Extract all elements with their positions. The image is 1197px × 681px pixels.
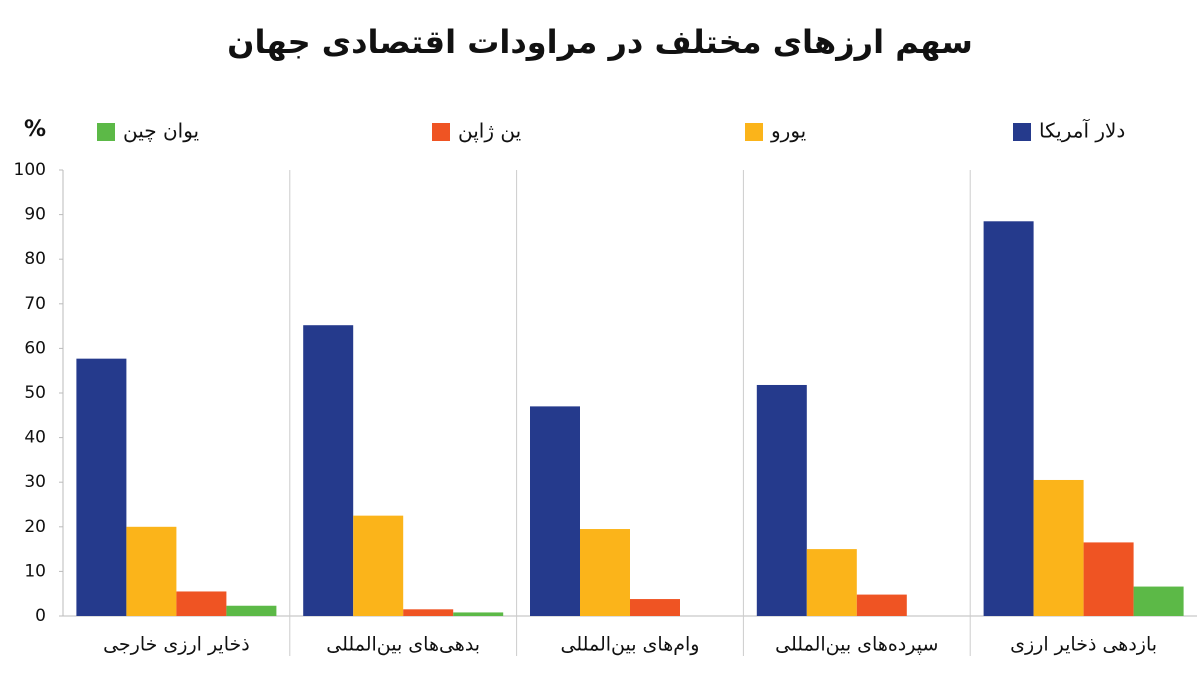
legend-label: یورو (770, 119, 806, 143)
y-tick-label: 60 (24, 338, 46, 358)
bar (806, 549, 857, 616)
bar (580, 529, 630, 616)
legend-label: ین ژاپن (458, 119, 521, 144)
bar (176, 591, 227, 616)
x-tick-label: ذخایر ارزی خارجی (103, 634, 250, 656)
legend-swatch (1013, 123, 1031, 141)
x-tick-label: بازدهی ذخایر ارزی (1010, 634, 1157, 656)
x-tick-label: وام‌های بین‌المللی (561, 634, 700, 656)
y-tick-label: 40 (24, 428, 46, 448)
bar (76, 358, 127, 616)
bar (226, 605, 277, 616)
bar (856, 594, 907, 616)
y-tick-label: 80 (24, 249, 46, 269)
bar (126, 526, 177, 616)
chart-title: سهم ارزهای مختلف در مراودات اقتصادی جهان (227, 23, 973, 61)
y-tick-label: 20 (24, 517, 46, 537)
legend-swatch (745, 123, 763, 141)
legend-label: یوان چین (123, 119, 199, 143)
bar (983, 221, 1034, 617)
y-tick-label: 100 (14, 160, 46, 180)
x-tick-label: سپرده‌های بین‌المللی (775, 634, 938, 656)
y-axis-label: % (24, 117, 46, 142)
bar (303, 325, 354, 616)
y-tick-label: 70 (24, 294, 46, 314)
y-tick-label: 10 (24, 561, 46, 581)
bar (1083, 542, 1134, 616)
bar (630, 599, 680, 616)
bar (403, 609, 454, 616)
legend-label: دلار آمریکا (1039, 118, 1125, 143)
bar (1033, 479, 1084, 616)
legend-swatch (97, 123, 115, 141)
bar (353, 515, 404, 616)
legend-swatch (432, 123, 450, 141)
x-tick-label: بدهی‌های بین‌المللی (326, 634, 480, 656)
bar (453, 612, 504, 616)
y-tick-label: 30 (24, 472, 46, 492)
bar (530, 406, 580, 616)
y-tick-label: 50 (24, 383, 46, 403)
y-tick-label: 0 (35, 606, 46, 626)
bar (1133, 586, 1184, 616)
bar (756, 384, 807, 616)
y-tick-label: 90 (24, 205, 46, 225)
